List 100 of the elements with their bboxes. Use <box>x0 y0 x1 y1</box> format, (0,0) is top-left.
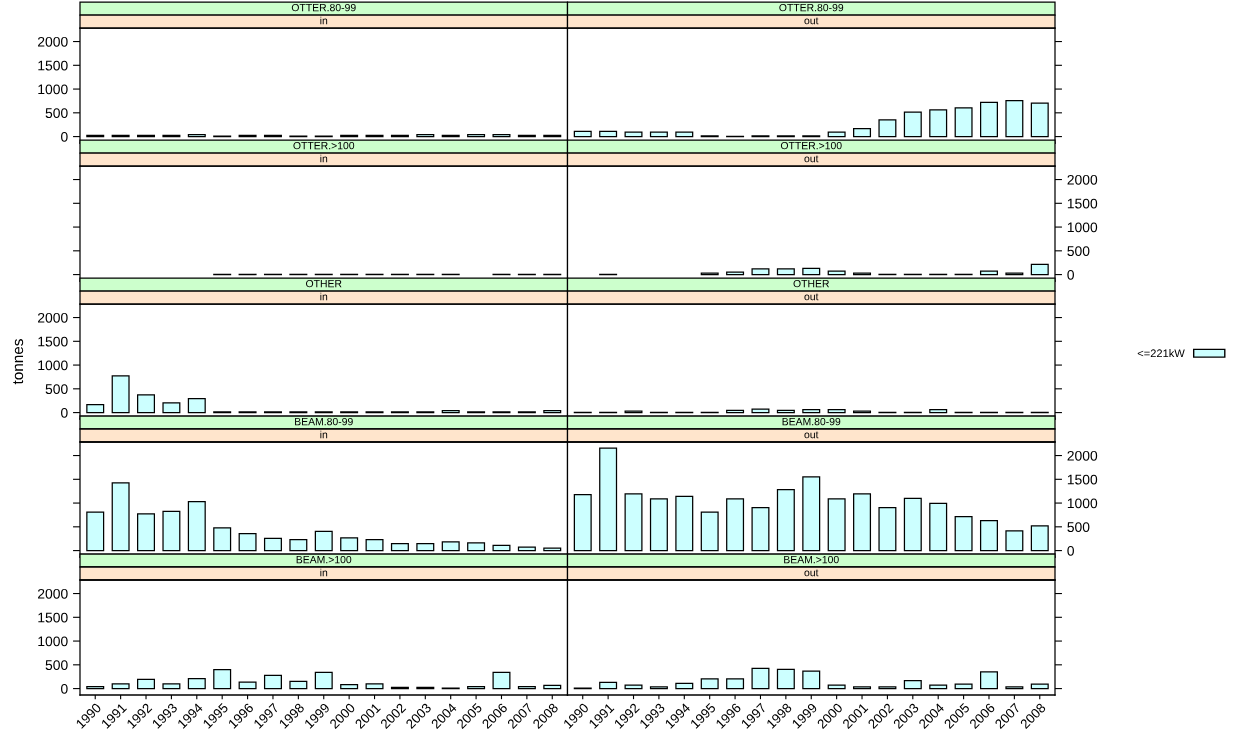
chart-title: BEAM.80-99 <box>782 417 841 426</box>
bar <box>162 683 181 690</box>
y-tick-label: 2000 <box>1067 450 1098 461</box>
y-tick-label: 1500 <box>38 336 68 347</box>
chart-title: OTHER <box>793 279 829 288</box>
bar <box>675 682 694 690</box>
bar <box>929 502 948 552</box>
bar <box>187 501 206 552</box>
bar <box>137 513 156 552</box>
bar <box>86 511 105 552</box>
bar <box>853 128 872 138</box>
bar <box>649 498 668 552</box>
y-tick-label: 1000 <box>38 84 68 95</box>
y-tick-label: 2000 <box>38 36 68 47</box>
bar <box>675 131 694 138</box>
bar <box>416 543 435 552</box>
bar <box>979 101 998 138</box>
y-tick-label: 2000 <box>1067 174 1098 185</box>
chart-title: BEAM.80-99 <box>295 417 353 426</box>
y-tick-label: 0 <box>61 683 68 694</box>
bar <box>802 476 821 552</box>
bar <box>624 131 643 138</box>
chart-subtitle: in <box>320 292 328 301</box>
bar <box>1030 263 1049 276</box>
chart-subtitle: in <box>320 430 328 439</box>
chart-title: OTTER.80-99 <box>291 3 356 12</box>
bar <box>213 668 232 690</box>
bar <box>187 397 206 414</box>
bar <box>492 544 511 552</box>
legend-label: <=221kW <box>1137 349 1185 358</box>
chart-subtitle: out <box>804 17 819 25</box>
y-tick-label: 1000 <box>38 360 68 371</box>
bar <box>979 671 998 690</box>
chart-subtitle: in <box>320 16 328 25</box>
bar <box>751 268 770 276</box>
bar <box>517 546 536 552</box>
chart-subtitle: out <box>804 431 819 439</box>
chart-subtitle: out <box>804 293 819 301</box>
y-tick-label: 0 <box>61 407 68 418</box>
chart-subtitle: out <box>804 569 819 577</box>
y-tick-label: 1500 <box>1067 198 1098 209</box>
bar <box>573 493 592 552</box>
bar <box>776 268 795 276</box>
bar <box>827 684 846 690</box>
bar <box>340 683 359 690</box>
bar <box>162 510 181 552</box>
bar <box>751 667 770 690</box>
y-tick-label: 2000 <box>38 588 68 599</box>
y-tick-label: 1000 <box>38 636 68 647</box>
y-tick-label: 1500 <box>38 612 68 623</box>
bar <box>263 537 282 552</box>
y-tick-label: 1000 <box>1067 222 1098 233</box>
bar <box>954 107 973 138</box>
bar <box>1005 530 1024 552</box>
bar <box>111 482 130 552</box>
bar <box>137 394 156 414</box>
y-tick-label: 1000 <box>1067 498 1098 509</box>
bar <box>289 539 308 552</box>
bar <box>751 506 770 552</box>
bar <box>599 130 618 138</box>
bar <box>827 270 846 276</box>
bar <box>441 541 460 552</box>
bar <box>314 671 333 690</box>
bar <box>878 119 897 138</box>
y-tick-label: 500 <box>45 384 68 394</box>
bar <box>289 680 308 690</box>
chart-subtitle: in <box>320 154 328 163</box>
bar <box>776 488 795 552</box>
bar <box>649 131 668 138</box>
bar <box>111 375 130 414</box>
y-tick-label: 2000 <box>38 312 68 323</box>
bar <box>111 683 130 690</box>
bar <box>137 678 156 690</box>
y-tick-label: 500 <box>45 108 68 118</box>
bar <box>238 533 257 552</box>
bar <box>1030 102 1049 138</box>
bar <box>726 678 745 690</box>
bar <box>365 539 384 552</box>
bar <box>340 537 359 552</box>
y-tick-label: 500 <box>1067 522 1090 532</box>
y-tick-label: 500 <box>45 660 68 670</box>
y-tick-label: 1500 <box>38 60 68 71</box>
chart-title: OTTER.>100 <box>293 141 355 150</box>
chart-subtitle: out <box>804 155 819 163</box>
bar <box>624 684 643 690</box>
bar <box>162 402 181 414</box>
bar <box>624 493 643 552</box>
y-tick-label: 0 <box>1067 545 1074 556</box>
bar <box>1005 100 1024 138</box>
bar <box>726 498 745 552</box>
chart-title: OTHER <box>306 279 342 288</box>
bar <box>492 671 511 690</box>
y-tick-label: 0 <box>1067 269 1074 280</box>
bar <box>903 111 922 138</box>
bar <box>903 680 922 690</box>
bar <box>802 267 821 276</box>
bar <box>314 530 333 552</box>
bar <box>365 683 384 690</box>
bar <box>929 684 948 690</box>
bar <box>213 527 232 552</box>
